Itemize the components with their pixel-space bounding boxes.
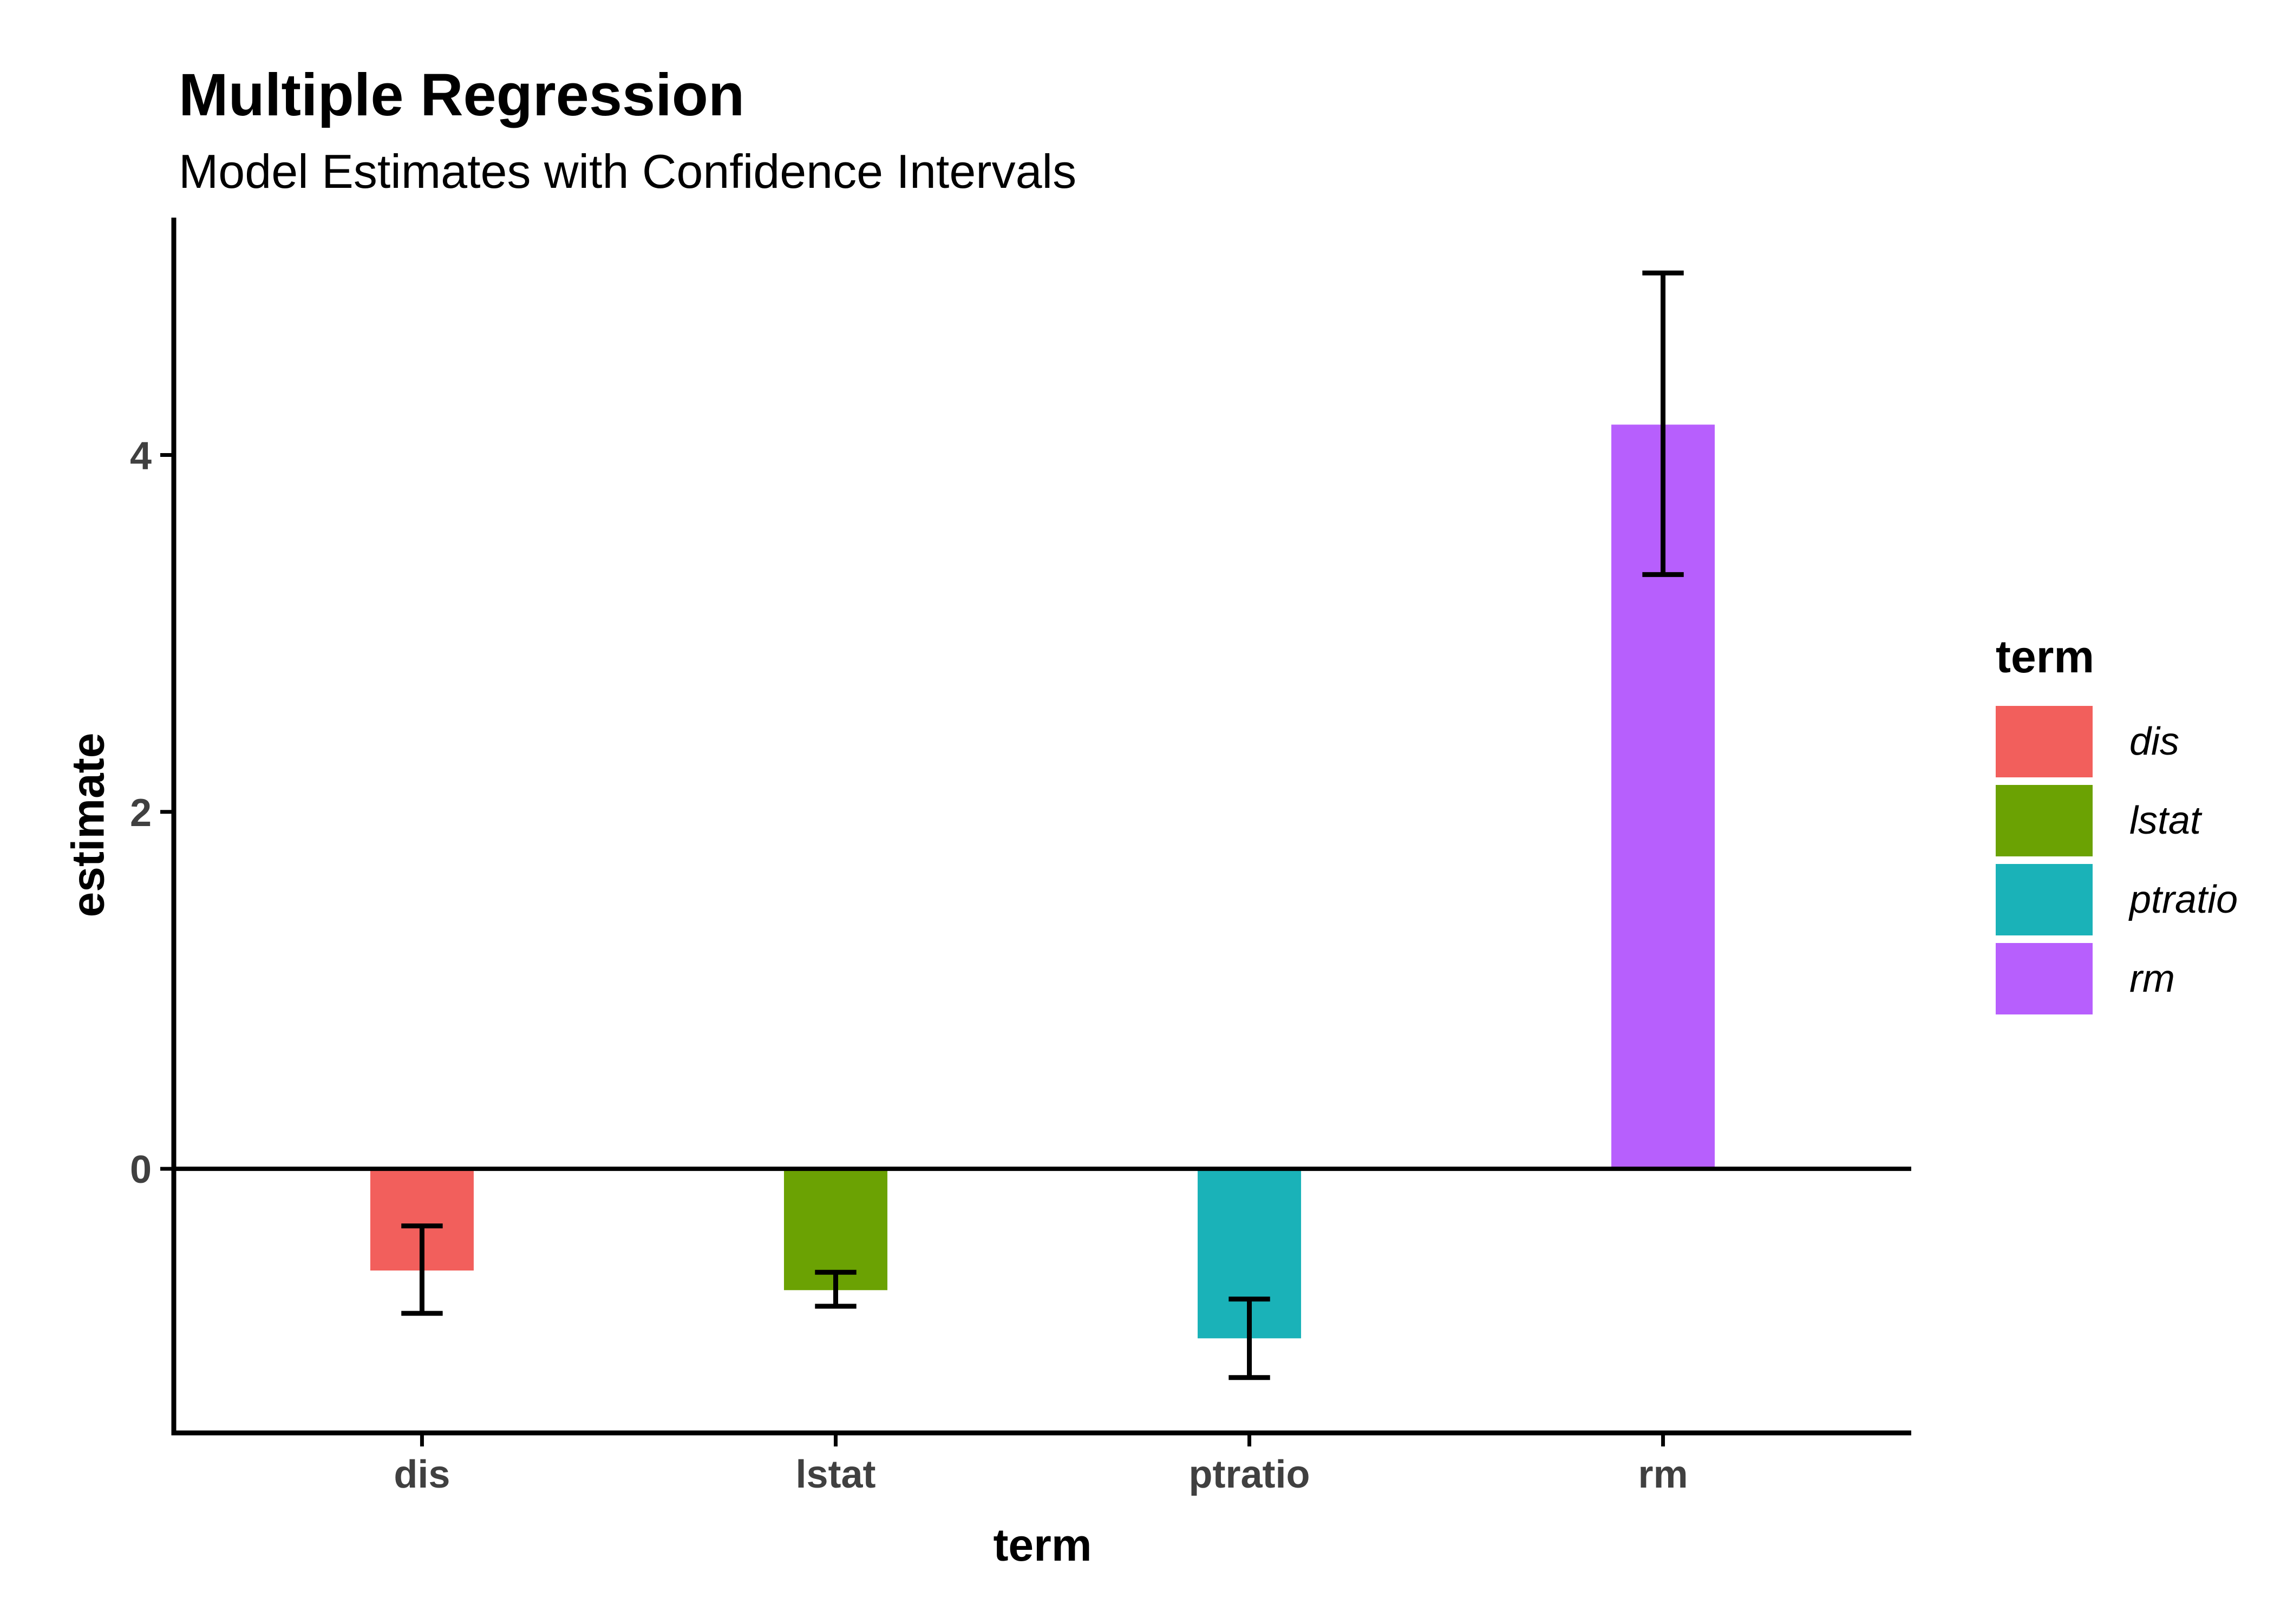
y-axis-title: estimate <box>62 732 114 918</box>
legend-item-label: rm <box>2129 957 2175 1000</box>
legend-item-label: dis <box>2129 720 2180 763</box>
legend-item-dis: dis <box>1996 706 2238 777</box>
legend-item-rm: rm <box>1996 943 2238 1014</box>
legend-key-swatch-rm <box>1996 943 2093 1014</box>
legend-item-label: ptratio <box>2129 878 2238 921</box>
legend-key-swatch-ptratio <box>1996 864 2093 935</box>
legend-item-ptratio: ptratio <box>1996 864 2238 935</box>
legend-key-swatch-lstat <box>1996 785 2093 856</box>
x-tick-label-lstat: lstat <box>795 1453 875 1496</box>
legend: term dis lstat ptratio rm <box>1996 631 2238 1022</box>
plot-title: Multiple Regression <box>179 62 745 128</box>
x-tick-label-ptratio: ptratio <box>1189 1453 1310 1496</box>
legend-title: term <box>1996 631 2095 682</box>
legend-key-swatch-dis <box>1996 706 2093 777</box>
y-tick-label-4: 4 <box>130 434 152 477</box>
plot-subtitle: Model Estimates with Confidence Interval… <box>179 145 1077 198</box>
y-tick-label-0: 0 <box>130 1148 152 1191</box>
x-axis-title: term <box>993 1520 1092 1570</box>
y-tick-label-2: 2 <box>130 791 152 835</box>
legend-item-lstat: lstat <box>1996 785 2238 856</box>
x-tick-label-dis: dis <box>394 1453 450 1496</box>
x-tick-label-rm: rm <box>1638 1453 1688 1496</box>
legend-item-label: lstat <box>2129 799 2201 842</box>
legend-items: dis lstat ptratio rm <box>1996 706 2238 1014</box>
